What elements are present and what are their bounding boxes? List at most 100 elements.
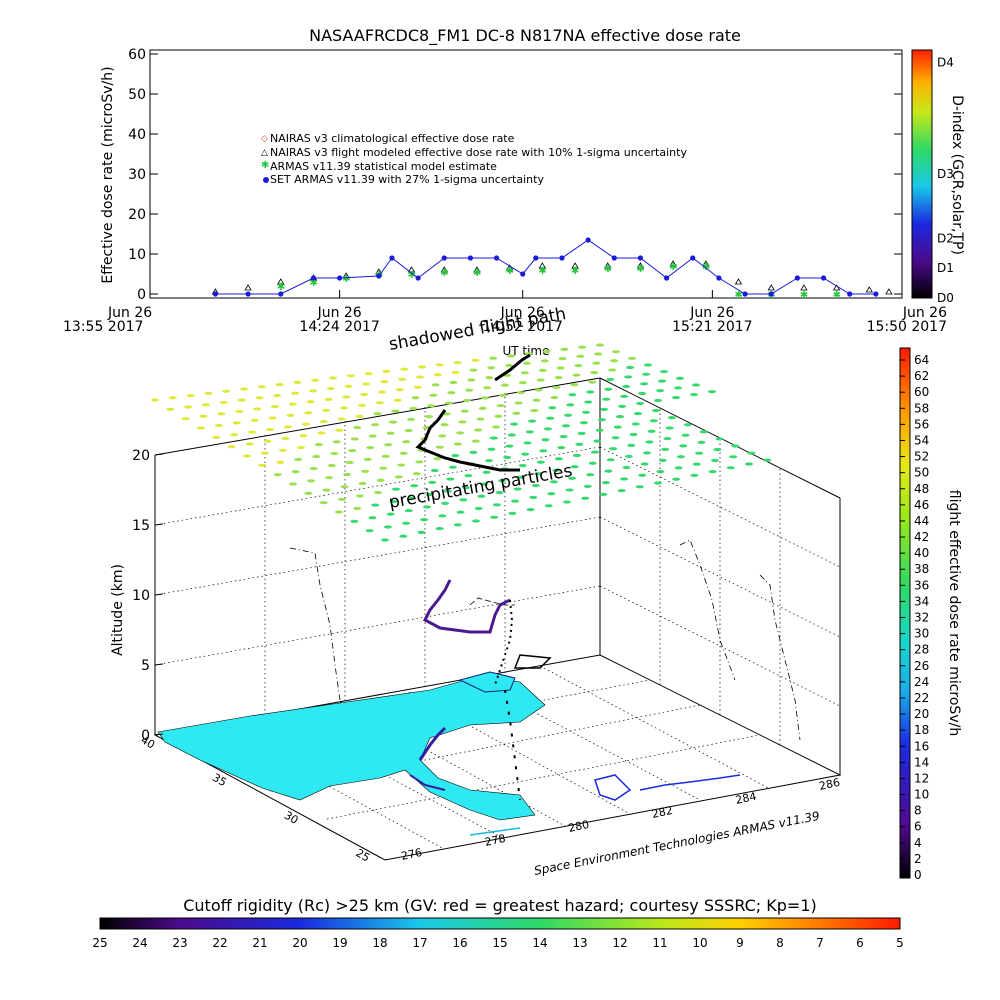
point-set-armas [533,255,539,261]
particle-marker [658,458,667,462]
particle-marker [392,487,401,491]
point-set-armas [376,273,382,279]
particle-marker [376,478,385,482]
particle-marker [448,465,457,469]
particle-marker [550,395,559,400]
point-set-armas [415,275,421,281]
particle-marker [304,491,313,495]
particle-marker [526,508,535,512]
particle-marker [453,523,462,527]
particle-marker [281,436,290,441]
particle-marker [435,363,444,367]
particle-marker [604,387,613,391]
particle-marker [296,445,305,450]
particle-marker [584,400,593,404]
y-tick-label: 30 [128,167,146,183]
x-tick-time: 15:21 2017 [672,319,752,335]
particle-marker [530,408,539,413]
particle-marker [424,415,433,419]
particle-marker [556,366,565,370]
particle-marker [461,486,470,490]
particle-marker [507,354,515,358]
rigidity-tick-label: 11 [652,936,667,950]
dose-tick-label: 8 [914,804,922,818]
particle-marker [393,398,402,402]
particle-marker [726,466,735,470]
particle-marker [559,435,568,439]
dose-tick-label: 46 [914,498,929,512]
rigidity-tick-label: 23 [172,936,187,950]
particle-marker [375,401,384,405]
point-nairas-flight [571,262,579,269]
dose-tick-label: 34 [914,594,929,608]
rigidity-tick-label: 15 [492,936,507,950]
particle-marker [708,390,716,394]
point-set-armas [278,291,284,297]
particle-marker [570,465,579,469]
particle-marker [489,356,498,360]
point-set-armas [585,237,591,243]
particle-marker [266,427,275,432]
particle-marker [597,418,606,422]
particle-marker [286,413,295,417]
point-armas-statistical: ✱ [277,282,285,293]
z-tick-label: 20 [132,448,150,464]
particle-marker [592,361,601,365]
particle-marker [373,490,382,495]
point-nairas-flight [473,266,481,273]
particle-marker [508,511,517,515]
particle-marker [647,429,656,433]
particle-marker [590,370,599,375]
particle-marker [520,371,529,375]
particle-marker [692,383,700,387]
particle-marker [731,444,740,448]
longitude-tick-label: 282 [651,804,674,821]
particle-marker [428,480,437,485]
particle-marker [529,495,538,500]
particle-marker [358,481,367,486]
particle-marker [291,470,300,474]
particle-marker [243,454,251,458]
particle-marker [275,383,284,387]
particle-marker [477,494,486,498]
particle-marker [442,412,451,416]
particle-marker [617,489,626,493]
particle-marker [498,393,507,397]
particle-marker [184,405,193,409]
particle-marker [346,374,355,378]
particle-marker [324,397,333,401]
particle-marker [415,460,424,464]
particle-marker [350,519,359,523]
altitude-axis: 0 5 10 15 20 [132,448,164,744]
dose-tick-label: 48 [914,482,929,496]
particle-marker [219,400,228,405]
particle-marker [240,387,248,391]
flight-path-low [423,579,511,634]
particle-marker [217,412,226,416]
particle-marker [420,517,429,522]
particle-marker [554,376,563,380]
particle-marker [430,468,439,473]
particle-marker [250,418,259,423]
particle-marker [353,425,362,430]
particle-marker [268,416,277,420]
rigidity-tick-label: 20 [292,936,307,950]
particle-marker [586,390,595,394]
particle-marker [460,409,469,413]
particle-marker [564,413,573,417]
longitude-tick-label: 280 [567,818,590,835]
particle-marker [382,369,391,373]
point-armas-statistical: ✱ [669,262,677,273]
particle-marker [363,457,372,461]
particle-marker [417,530,426,535]
particle-marker [544,504,553,508]
particle-marker [409,406,418,411]
particle-marker [214,423,223,428]
particle-marker [745,462,753,466]
point-set-armas [847,291,853,297]
particle-marker [407,417,415,421]
point-nairas-flight [800,284,808,291]
point-set-armas [559,255,565,261]
point-set-armas [212,291,218,297]
particle-marker [355,494,364,498]
